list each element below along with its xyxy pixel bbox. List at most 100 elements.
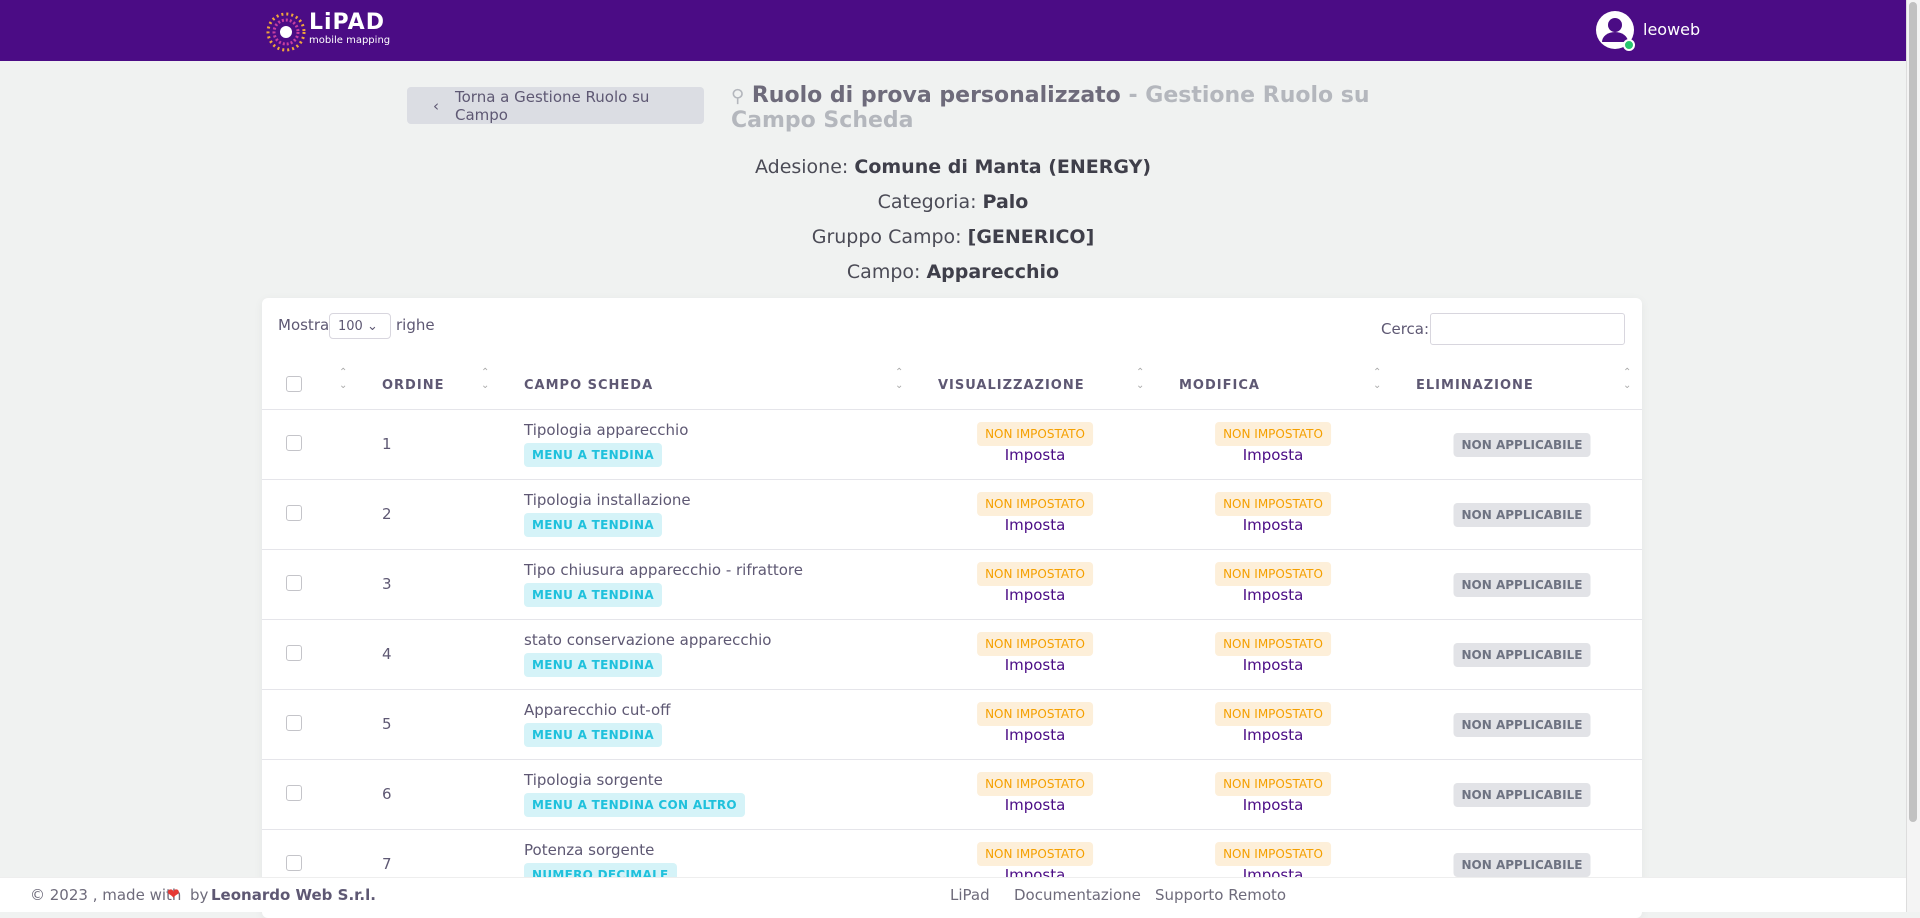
row — [262, 549, 1642, 619]
edit-status: NON IMPOSTATO — [1215, 422, 1331, 446]
sort-icon[interactable]: ⌃⌄ — [1136, 366, 1144, 392]
page-size-select[interactable]: 100 ⌄ — [329, 313, 391, 339]
avatar[interactable] — [1596, 11, 1636, 53]
edit-status: NON IMPOSTATO — [1215, 842, 1331, 866]
info-line: Adesione: Comune di Manta (ENERGY) — [0, 156, 1906, 178]
field-name: Apparecchio cut-off — [524, 701, 671, 719]
search-input[interactable] — [1430, 313, 1625, 345]
delete-status: NON APPLICABILE — [1453, 783, 1590, 807]
row-checkbox[interactable] — [286, 435, 302, 451]
view-status: NON IMPOSTATO — [977, 562, 1093, 586]
info-value: Comune di Manta (ENERGY) — [854, 156, 1151, 178]
scroll-thumb[interactable] — [1909, 2, 1917, 822]
field-type: MENU A TENDINA — [524, 723, 662, 747]
column-header[interactable]: MODIFICA — [1179, 378, 1260, 393]
column-header[interactable]: VISUALIZZAZIONE — [938, 378, 1085, 393]
field-name: stato conservazione apparecchio — [524, 631, 772, 649]
row-checkbox[interactable] — [286, 855, 302, 871]
edit-action[interactable]: Imposta — [1243, 586, 1304, 604]
field-type: MENU A TENDINA CON ALTRO — [524, 793, 745, 817]
sort-icon[interactable]: ⌃⌄ — [895, 366, 903, 392]
view-action[interactable]: Imposta — [1005, 726, 1066, 744]
field-type: MENU A TENDINA — [524, 583, 662, 607]
info-line: Gruppo Campo: [GENERICO] — [0, 226, 1906, 248]
view-status: NON IMPOSTATO — [977, 772, 1093, 796]
logo-icon — [264, 10, 308, 54]
column-header[interactable]: ORDINE — [382, 378, 444, 393]
view-action[interactable]: Imposta — [1005, 586, 1066, 604]
order: 2 — [382, 505, 392, 523]
row-checkbox[interactable] — [286, 505, 302, 521]
back-button[interactable]: ‹ Torna a Gestione Ruolo su Campo — [407, 87, 704, 124]
row — [262, 759, 1642, 829]
info-label: Gruppo Campo: — [812, 226, 962, 248]
view-status: NON IMPOSTATO — [977, 632, 1093, 656]
edit-action[interactable]: Imposta — [1243, 656, 1304, 674]
field-type: MENU A TENDINA — [524, 443, 662, 467]
field-name: Tipologia installazione — [524, 491, 691, 509]
row-checkbox[interactable] — [286, 715, 302, 731]
by: by — [190, 886, 208, 904]
info-value: [GENERICO] — [968, 226, 1095, 248]
column-header[interactable]: ELIMINAZIONE — [1416, 378, 1534, 393]
view-status: NON IMPOSTATO — [977, 492, 1093, 516]
sort-icon[interactable]: ⌃⌄ — [339, 366, 347, 392]
edit-status: NON IMPOSTATO — [1215, 702, 1331, 726]
field-name: Tipo chiusura apparecchio - rifrattore — [524, 561, 803, 579]
row — [262, 409, 1642, 479]
column-header[interactable]: CAMPO SCHEDA — [524, 378, 653, 393]
top-bar: LiPAD mobile mapping leoweb — [0, 0, 1906, 61]
search-label: Cerca: — [1381, 320, 1429, 338]
copyright: © 2023 , made with — [30, 886, 181, 904]
view-status: NON IMPOSTATO — [977, 422, 1093, 446]
edit-action[interactable]: Imposta — [1243, 726, 1304, 744]
footer-link[interactable]: Supporto Remoto — [1155, 886, 1286, 904]
delete-status: NON APPLICABILE — [1453, 503, 1590, 527]
delete-status: NON APPLICABILE — [1453, 853, 1590, 877]
view-action[interactable]: Imposta — [1005, 446, 1066, 464]
row-checkbox[interactable] — [286, 575, 302, 591]
username[interactable]: leoweb — [1643, 20, 1700, 39]
page-size: 100 — [338, 319, 363, 334]
info-label: Adesione: — [755, 156, 848, 178]
order: 7 — [382, 855, 392, 873]
order: 1 — [382, 435, 392, 453]
field-name: Tipologia sorgente — [524, 771, 663, 789]
company[interactable]: Leonardo Web S.r.l. — [211, 886, 376, 904]
sort-icon[interactable]: ⌃⌄ — [1373, 366, 1381, 392]
select-all[interactable] — [286, 376, 302, 392]
view-status: NON IMPOSTATO — [977, 702, 1093, 726]
sort-icon[interactable]: ⌃⌄ — [1623, 366, 1631, 392]
view-action[interactable]: Imposta — [1005, 656, 1066, 674]
footer: © 2023 , made with ❤ by Leonardo Web S.r… — [0, 877, 1906, 912]
field-name: Potenza sorgente — [524, 841, 654, 859]
edit-status: NON IMPOSTATO — [1215, 492, 1331, 516]
view-action[interactable]: Imposta — [1005, 516, 1066, 534]
footer-link[interactable]: Documentazione — [1014, 886, 1141, 904]
edit-action[interactable]: Imposta — [1243, 516, 1304, 534]
info-value: Apparecchio — [926, 261, 1059, 283]
edit-status: NON IMPOSTATO — [1215, 632, 1331, 656]
row-checkbox[interactable] — [286, 785, 302, 801]
view-status: NON IMPOSTATO — [977, 842, 1093, 866]
sort-icon[interactable]: ⌃⌄ — [481, 366, 489, 392]
row-checkbox[interactable] — [286, 645, 302, 661]
footer-link[interactable]: LiPad — [950, 886, 990, 904]
delete-status: NON APPLICABILE — [1453, 643, 1590, 667]
delete-status: NON APPLICABILE — [1453, 713, 1590, 737]
field-type: MENU A TENDINA — [524, 653, 662, 677]
user-icon: ⚲ — [731, 86, 744, 107]
chevron: ‹ — [433, 97, 439, 115]
edit-status: NON IMPOSTATO — [1215, 772, 1331, 796]
info-label: Campo: — [847, 261, 921, 283]
logo[interactable]: LiPAD — [309, 10, 385, 35]
delete-status: NON APPLICABILE — [1453, 573, 1590, 597]
back-label: Torna a Gestione Ruolo su Campo — [455, 88, 704, 124]
edit-action[interactable]: Imposta — [1243, 796, 1304, 814]
field-name: Tipologia apparecchio — [524, 421, 688, 439]
delete-status: NON APPLICABILE — [1453, 433, 1590, 457]
view-action[interactable]: Imposta — [1005, 796, 1066, 814]
edit-action[interactable]: Imposta — [1243, 446, 1304, 464]
info-label: Categoria: — [878, 191, 977, 213]
